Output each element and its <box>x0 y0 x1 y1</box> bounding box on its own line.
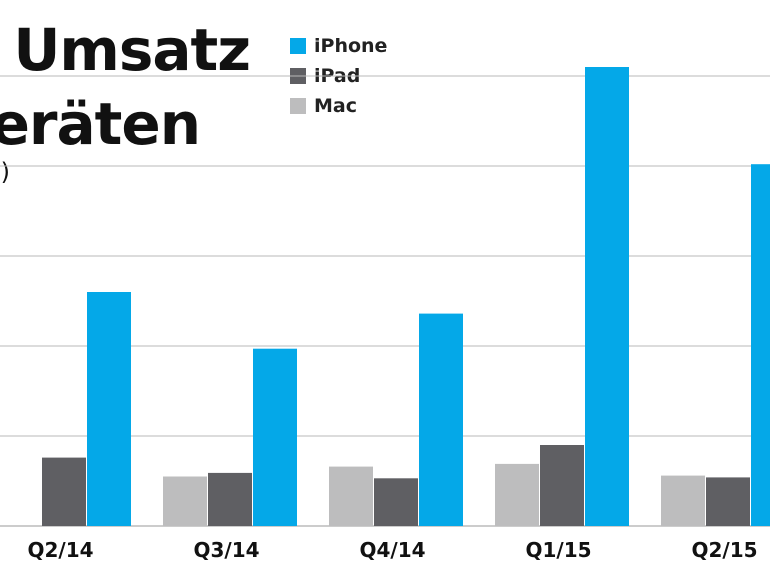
bar-iphone-q3-14 <box>253 348 297 526</box>
bar-mac-q3-14 <box>163 476 207 526</box>
legend-swatch-iphone <box>290 38 306 54</box>
bar-iphone-q1-15 <box>585 67 629 526</box>
bar-mac-q4-14 <box>329 466 373 526</box>
category-label-q4-14: Q4/14 <box>359 538 425 562</box>
bar-iphone-q4-14 <box>419 313 463 526</box>
chart-subtitle: ) <box>0 158 10 186</box>
legend-label-iphone: iPhone <box>314 35 388 57</box>
category-label-q1-15: Q1/15 <box>525 538 591 562</box>
legend-item-mac: Mac <box>290 94 430 118</box>
bar-ipad-q2-15 <box>706 477 750 526</box>
category-labels: Q2/14 Q3/14 Q4/14 Q1/15 Q2/15 <box>27 538 757 562</box>
bars <box>42 67 770 526</box>
chart-title-line-2: eräten <box>0 90 201 158</box>
category-label-q2-15: Q2/15 <box>691 538 757 562</box>
bar-iphone-q2-14 <box>87 292 131 526</box>
bar-mac-q1-15 <box>495 463 539 526</box>
chart-title-line-1: Umsatz <box>13 16 251 84</box>
bar-iphone-q2-15 <box>751 164 770 526</box>
bar-mac-q2-15 <box>661 475 705 526</box>
legend-item-iphone: iPhone <box>290 34 430 58</box>
bar-ipad-q1-15 <box>540 445 584 526</box>
legend: iPhone iPad Mac <box>290 34 430 124</box>
bar-ipad-q2-14 <box>42 457 86 526</box>
legend-label-mac: Mac <box>314 95 357 117</box>
category-label-q3-14: Q3/14 <box>193 538 259 562</box>
category-label-q2-14: Q2/14 <box>27 538 93 562</box>
bar-ipad-q3-14 <box>208 472 252 526</box>
legend-swatch-mac <box>290 98 306 114</box>
bar-ipad-q4-14 <box>374 478 418 526</box>
